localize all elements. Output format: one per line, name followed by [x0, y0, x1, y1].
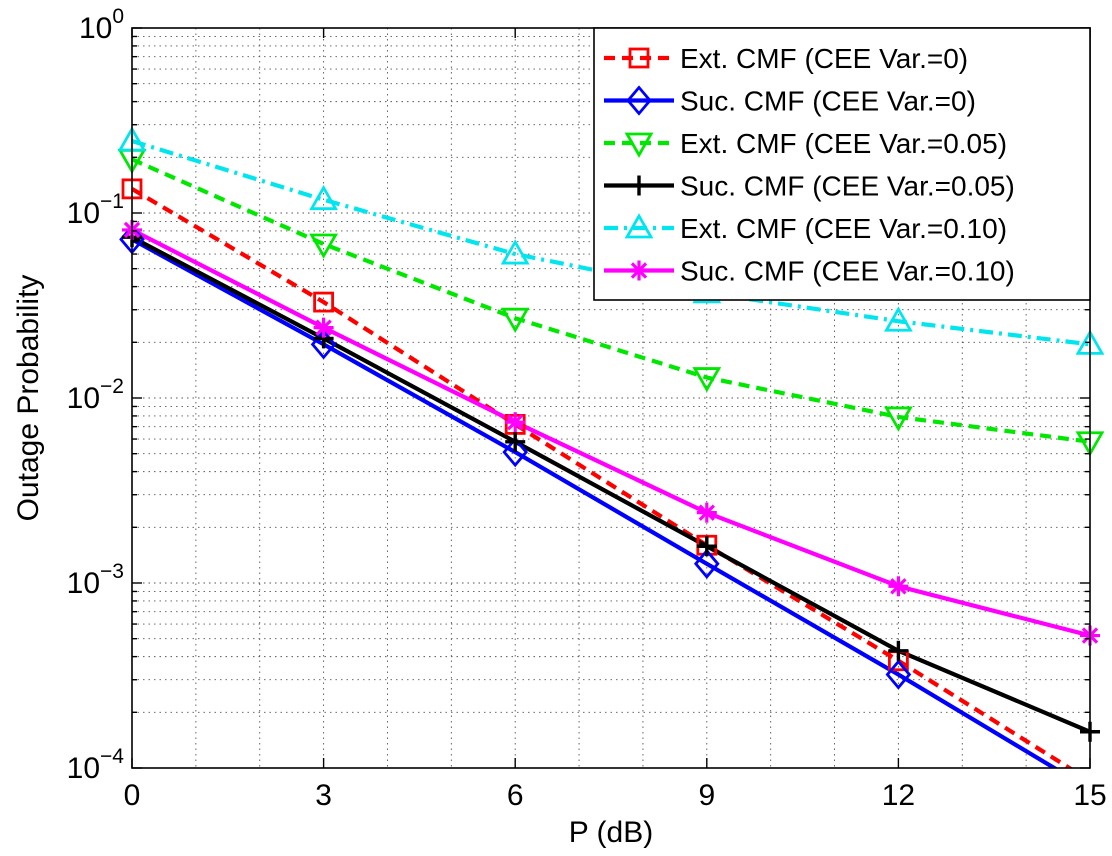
- series-2-point: [885, 659, 912, 690]
- series-5-point-shape: [309, 184, 339, 211]
- series-layer: [132, 138, 1090, 768]
- series-2-point-shape: [502, 436, 529, 468]
- series-3-point-shape: [692, 367, 722, 393]
- legend-entry-6: Suc. CMF (CEE Var.=0.10): [604, 256, 1015, 287]
- legend-entry-2: Suc. CMF (CEE Var.=0): [604, 85, 976, 117]
- legend: Ext. CMF (CEE Var.=0) Suc. CMF (CEE Var.=…: [593, 27, 1091, 301]
- legend-marker: [626, 85, 652, 116]
- series-line-1: [132, 187, 1074, 768]
- series-5-point: [309, 184, 339, 211]
- series-3-point-shape: [500, 307, 530, 334]
- legend-label: Suc. CMF (CEE Var.=0.05): [680, 171, 1015, 202]
- series-3-point: [883, 406, 913, 432]
- legend-marker-shape: [628, 47, 650, 69]
- series-5-point: [883, 306, 913, 332]
- series-2-point-shape: [693, 548, 720, 579]
- x-tick-label: 9: [698, 779, 715, 812]
- series-5-point-shape: [500, 239, 530, 265]
- legend-entry-5: Ext. CMF (CEE Var.=0.10): [604, 213, 1007, 244]
- series-1-point-shape: [313, 291, 335, 313]
- marker-layer: [117, 126, 1105, 742]
- legend-marker-shape: [624, 132, 654, 158]
- series-2-point: [502, 436, 529, 468]
- series-6-point-spoke: [506, 413, 524, 431]
- series-1-point: [313, 291, 335, 313]
- series-3-point: [692, 367, 722, 393]
- legend-marker: [629, 260, 649, 281]
- y-tick-label: 100: [79, 5, 124, 45]
- legend-label: Ext. CMF (CEE Var.=0.10): [680, 213, 1007, 244]
- series-6-point-spoke: [698, 504, 716, 521]
- series-2-point-shape: [885, 659, 912, 690]
- tick-labels: 0 3 6 9 12 15 100 10−1 10−2 10−3 10−4: [67, 5, 1107, 812]
- series-6-point: [505, 412, 526, 433]
- series-3-point-shape: [309, 233, 339, 259]
- x-tick-label: 12: [882, 779, 915, 812]
- legend-marker-shape: [624, 213, 654, 239]
- series-5-point-shape: [883, 306, 913, 332]
- series-6-point: [696, 502, 717, 523]
- y-axis-label: Outage Probability: [12, 275, 45, 522]
- series-4-point: [696, 536, 717, 557]
- y-tick-label: 10−2: [67, 375, 124, 415]
- x-tick-label: 3: [315, 779, 332, 812]
- series-6-point-spoke: [890, 578, 907, 595]
- legend-marker: [624, 213, 654, 239]
- series-3-point-shape: [883, 406, 913, 432]
- series-3-point: [309, 233, 339, 259]
- series-3-point: [500, 307, 530, 334]
- series-6-point-spoke: [315, 319, 332, 336]
- legend-entry-1: Ext. CMF (CEE Var.=0): [604, 43, 968, 74]
- legend-box: [593, 27, 1091, 301]
- x-tick-label: 15: [1073, 779, 1106, 812]
- legend-marker: [628, 47, 650, 69]
- legend-marker-spoke: [630, 262, 648, 279]
- series-6-point: [313, 317, 334, 338]
- y-tick-label: 10−3: [67, 560, 124, 600]
- legend-label: Ext. CMF (CEE Var.=0): [680, 43, 968, 74]
- legend-label: Ext. CMF (CEE Var.=0.05): [680, 128, 1007, 159]
- legend-entry-3: Ext. CMF (CEE Var.=0.05): [604, 128, 1007, 159]
- y-tick-label: 10−1: [67, 190, 124, 230]
- series-line-4: [132, 235, 1090, 734]
- x-tick-label: 6: [507, 779, 524, 812]
- x-axis-label: P (dB): [569, 816, 653, 849]
- legend-label: Suc. CMF (CEE Var.=0): [680, 86, 976, 117]
- series-2-point: [693, 548, 720, 579]
- series-4-point: [888, 640, 909, 661]
- x-tick-label: 0: [124, 779, 141, 812]
- legend-entry-4: Suc. CMF (CEE Var.=0.05): [604, 171, 1015, 202]
- series-line-6: [132, 228, 1090, 638]
- series-5-point: [500, 239, 530, 265]
- series-line-2: [132, 237, 1059, 768]
- legend-marker: [624, 132, 654, 158]
- series-6-point: [888, 576, 909, 597]
- series-4-point: [505, 431, 526, 452]
- legend-marker: [629, 175, 649, 196]
- y-tick-label: 10−4: [67, 745, 125, 785]
- legend-marker-shape: [626, 85, 652, 116]
- legend-label: Suc. CMF (CEE Var.=0.10): [680, 256, 1015, 287]
